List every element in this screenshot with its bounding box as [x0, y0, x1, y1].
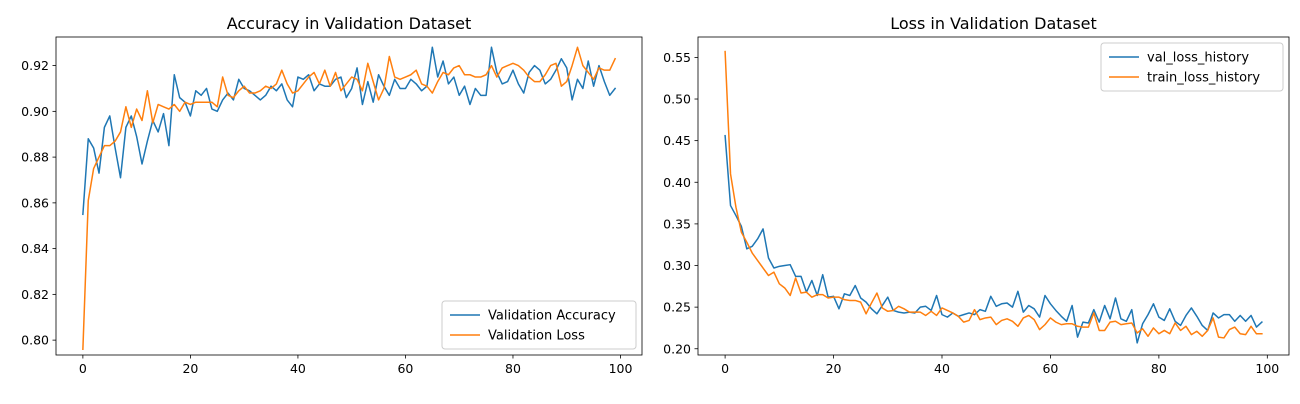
- y-tick-label: 0.40: [663, 175, 691, 190]
- x-tick-label: 0: [79, 361, 87, 376]
- x-tick-label: 60: [397, 361, 413, 376]
- legend-box: [1100, 42, 1284, 92]
- legend-label: val_loss_history: [1147, 51, 1249, 66]
- x-tick-label: 80: [505, 361, 521, 376]
- y-tick-label: 0.90: [21, 104, 49, 119]
- y-tick-label: 0.35: [663, 216, 691, 231]
- x-tick-label: 40: [290, 361, 306, 376]
- legend-label: Validation Accuracy: [488, 309, 616, 324]
- y-tick-label: 0.82: [21, 287, 49, 302]
- legend: val_loss_history train_loss_history: [1100, 42, 1284, 92]
- y-tick-label: 0.92: [21, 58, 49, 73]
- y-tick-label: 0.84: [21, 241, 49, 256]
- series-group: [82, 46, 617, 351]
- y-tick-label: 0.20: [663, 341, 691, 356]
- y-tick-label: 0.55: [663, 50, 691, 65]
- loss-chart: Loss in Validation Dataset 0 20 40 60 80 100 0.…: [663, 14, 1290, 376]
- plot-frame: [55, 36, 643, 356]
- legend-label: train_loss_history: [1147, 71, 1260, 86]
- y-tick-label: 0.30: [663, 258, 691, 273]
- x-tick-label: 20: [182, 361, 198, 376]
- x-tick-label: 100: [609, 361, 633, 376]
- series-line-validation-accuracy: [82, 46, 617, 216]
- series-line-validation-loss: [82, 46, 617, 351]
- x-tick-label: 0: [721, 361, 729, 376]
- accuracy-chart: Accuracy in Validation Dataset 0 20 40 60 80 1…: [21, 14, 643, 376]
- plot-frame: [697, 36, 1290, 356]
- y-tick-label: 0.45: [663, 133, 691, 148]
- x-tick-label: 20: [826, 361, 842, 376]
- chart-title: Loss in Validation Dataset: [890, 14, 1097, 33]
- legend-label: Validation Loss: [488, 329, 585, 344]
- y-tick-label: 0.86: [21, 195, 49, 210]
- y-tick-label: 0.88: [21, 150, 49, 165]
- legend-box: [441, 300, 637, 350]
- legend: Validation Accuracy Validation Loss: [441, 300, 637, 350]
- x-tick-label: 40: [934, 361, 950, 376]
- series-group: [724, 50, 1263, 344]
- y-tick-label: 0.80: [21, 333, 49, 348]
- series-line-val-loss-history: [724, 134, 1263, 344]
- x-tick-label: 100: [1255, 361, 1279, 376]
- series-line-train-loss-history: [724, 50, 1263, 339]
- chart-title: Accuracy in Validation Dataset: [227, 14, 472, 33]
- y-tick-label: 0.25: [663, 300, 691, 315]
- x-tick-label: 80: [1151, 361, 1167, 376]
- x-tick-label: 60: [1042, 361, 1058, 376]
- y-tick-label: 0.50: [663, 92, 691, 107]
